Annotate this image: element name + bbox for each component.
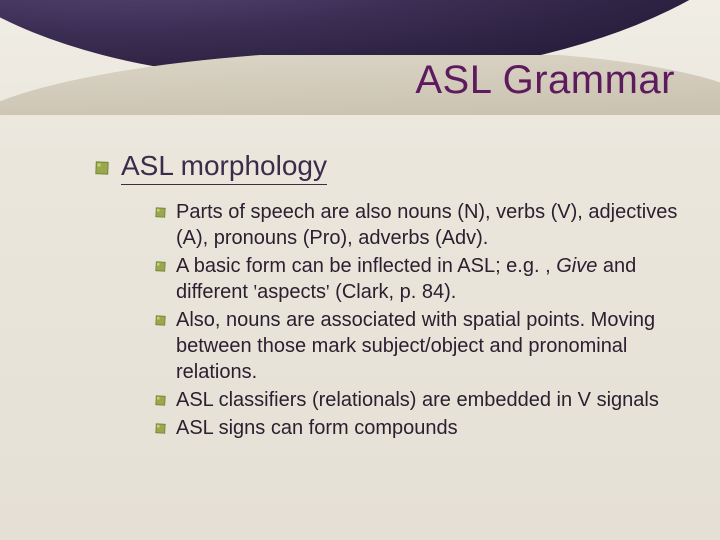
- list-item: Parts of speech are also nouns (N), verb…: [155, 199, 680, 251]
- list-item: ASL classifiers (relationals) are embedd…: [155, 387, 680, 413]
- list-item: Also, nouns are associated with spatial …: [155, 307, 680, 385]
- bullet-icon: [155, 315, 166, 326]
- list-item-text: Parts of speech are also nouns (N), verb…: [176, 199, 680, 251]
- list-item-text: A basic form can be inflected in ASL; e.…: [176, 253, 680, 305]
- bullet-icon: [155, 395, 166, 406]
- bullet-list: Parts of speech are also nouns (N), verb…: [155, 199, 680, 441]
- list-item: ASL signs can form compounds: [155, 415, 680, 441]
- subtitle-row: ASL morphology: [95, 150, 680, 185]
- slide-content: ASL morphology Parts of speech are also …: [95, 150, 680, 443]
- bullet-icon: [155, 261, 166, 272]
- bullet-icon: [95, 161, 109, 175]
- list-item-text: Also, nouns are associated with spatial …: [176, 307, 680, 385]
- bullet-icon: [155, 207, 166, 218]
- list-item-text: ASL signs can form compounds: [176, 415, 458, 441]
- slide-subtitle: ASL morphology: [121, 150, 327, 185]
- bullet-icon: [155, 423, 166, 434]
- list-item-text: ASL classifiers (relationals) are embedd…: [176, 387, 659, 413]
- list-item: A basic form can be inflected in ASL; e.…: [155, 253, 680, 305]
- slide-title: ASL Grammar: [415, 58, 675, 103]
